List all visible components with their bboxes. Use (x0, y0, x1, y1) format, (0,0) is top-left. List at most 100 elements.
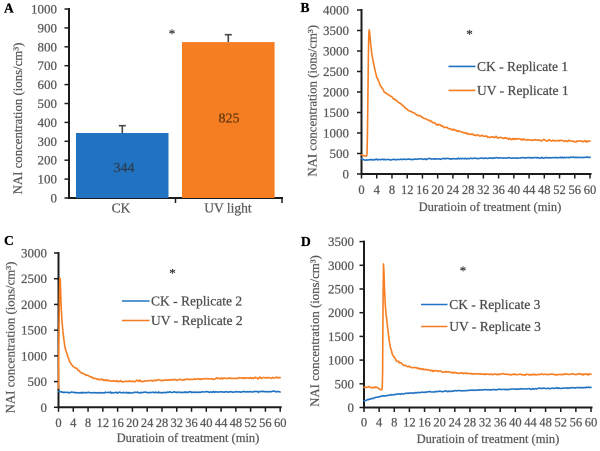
svg-text:1000: 1000 (323, 126, 349, 141)
svg-text:12: 12 (403, 416, 416, 430)
svg-text:16: 16 (416, 183, 429, 197)
svg-text:1000: 1000 (21, 348, 47, 363)
svg-text:*: * (466, 27, 473, 42)
svg-text:0: 0 (358, 183, 364, 197)
svg-text:344: 344 (114, 161, 135, 176)
svg-text:48: 48 (539, 416, 552, 430)
svg-text:2500: 2500 (323, 64, 349, 79)
svg-text:8: 8 (389, 183, 395, 197)
svg-text:NAI concentration (ions/cm³): NAI concentration (ions/cm³) (308, 255, 322, 407)
svg-text:1000: 1000 (31, 2, 57, 17)
svg-text:1000: 1000 (328, 353, 354, 368)
svg-text:44: 44 (215, 416, 228, 430)
svg-text:CK - Replicate 1: CK - Replicate 1 (477, 59, 568, 74)
svg-text:60: 60 (584, 183, 597, 197)
svg-text:NAI concentration (ions/cm³): NAI concentration (ions/cm³) (11, 43, 25, 195)
svg-text:500: 500 (335, 376, 355, 391)
svg-text:16: 16 (418, 416, 431, 430)
svg-text:0: 0 (55, 416, 61, 430)
svg-text:3000: 3000 (21, 246, 47, 261)
svg-text:CK: CK (112, 201, 131, 216)
svg-text:4000: 4000 (323, 3, 349, 18)
svg-text:4: 4 (70, 416, 77, 430)
svg-text:44: 44 (524, 416, 537, 430)
svg-text:32: 32 (479, 416, 492, 430)
svg-text:56: 56 (570, 416, 583, 430)
svg-text:100: 100 (38, 172, 58, 187)
svg-text:36: 36 (492, 183, 505, 197)
svg-text:16: 16 (111, 416, 124, 430)
svg-text:CK - Replicate 3: CK - Replicate 3 (449, 297, 540, 312)
svg-text:UV - Replicate 3: UV - Replicate 3 (449, 319, 541, 334)
svg-text:4: 4 (374, 183, 381, 197)
svg-text:32: 32 (170, 416, 183, 430)
svg-text:48: 48 (538, 183, 551, 197)
svg-text:36: 36 (185, 416, 198, 430)
svg-text:2000: 2000 (328, 305, 354, 320)
svg-text:20: 20 (126, 416, 139, 430)
svg-text:24: 24 (141, 416, 154, 430)
svg-text:B: B (301, 0, 310, 15)
svg-text:Duratioin of treatment (min): Duratioin of treatment (min) (419, 200, 562, 214)
svg-text:A: A (4, 1, 14, 16)
svg-text:48: 48 (230, 416, 243, 430)
svg-text:44: 44 (523, 183, 536, 197)
svg-text:500: 500 (330, 146, 350, 161)
svg-text:*: * (169, 265, 176, 280)
svg-text:Duratioin of treatment (min): Duratioin of treatment (min) (417, 432, 560, 446)
svg-text:56: 56 (259, 416, 272, 430)
svg-text:28: 28 (462, 183, 475, 197)
svg-text:20: 20 (431, 183, 444, 197)
svg-text:0: 0 (41, 400, 48, 415)
svg-text:32: 32 (477, 183, 490, 197)
svg-text:3500: 3500 (328, 234, 354, 249)
svg-text:NAI concentration (ions/cm³): NAI concentration (ions/cm³) (306, 25, 320, 177)
svg-text:3000: 3000 (328, 258, 354, 273)
svg-text:4: 4 (376, 416, 383, 430)
svg-text:300: 300 (38, 134, 58, 149)
svg-text:3500: 3500 (323, 23, 349, 38)
svg-text:800: 800 (38, 39, 58, 54)
svg-text:*: * (460, 263, 467, 278)
svg-text:52: 52 (244, 416, 257, 430)
svg-text:40: 40 (200, 416, 213, 430)
svg-text:UV - Replicate 2: UV - Replicate 2 (151, 313, 243, 328)
svg-text:40: 40 (509, 416, 522, 430)
svg-text:200: 200 (38, 153, 58, 168)
svg-text:0: 0 (51, 191, 58, 206)
svg-text:8: 8 (85, 416, 91, 430)
svg-text:8: 8 (391, 416, 397, 430)
svg-text:900: 900 (38, 20, 58, 35)
svg-text:52: 52 (553, 183, 566, 197)
svg-text:500: 500 (38, 96, 58, 111)
svg-text:20: 20 (433, 416, 446, 430)
svg-text:0: 0 (348, 400, 355, 415)
svg-text:36: 36 (494, 416, 507, 430)
svg-text:UV - Replicate 1: UV - Replicate 1 (477, 83, 569, 98)
svg-text:1500: 1500 (323, 105, 349, 120)
svg-text:40: 40 (508, 183, 521, 197)
svg-text:2000: 2000 (323, 85, 349, 100)
svg-text:UV light: UV light (204, 201, 252, 216)
svg-text:12: 12 (401, 183, 414, 197)
svg-text:28: 28 (464, 416, 477, 430)
svg-text:1500: 1500 (21, 323, 47, 338)
svg-text:52: 52 (554, 416, 567, 430)
svg-text:D: D (301, 234, 311, 249)
svg-text:500: 500 (28, 374, 48, 389)
svg-text:400: 400 (38, 115, 58, 130)
svg-text:0: 0 (343, 167, 350, 182)
svg-text:0: 0 (361, 416, 367, 430)
svg-text:CK - Replicate 2: CK - Replicate 2 (151, 294, 242, 309)
svg-text:600: 600 (38, 77, 58, 92)
svg-text:24: 24 (447, 183, 460, 197)
svg-text:28: 28 (156, 416, 169, 430)
svg-text:NAI concentration (ions/cm³): NAI concentration (ions/cm³) (4, 262, 18, 414)
svg-text:3000: 3000 (323, 44, 349, 59)
svg-text:60: 60 (274, 416, 287, 430)
svg-text:2000: 2000 (21, 297, 47, 312)
svg-text:2500: 2500 (21, 271, 47, 286)
svg-text:1500: 1500 (328, 329, 354, 344)
svg-text:*: * (169, 26, 176, 41)
svg-text:24: 24 (449, 416, 462, 430)
